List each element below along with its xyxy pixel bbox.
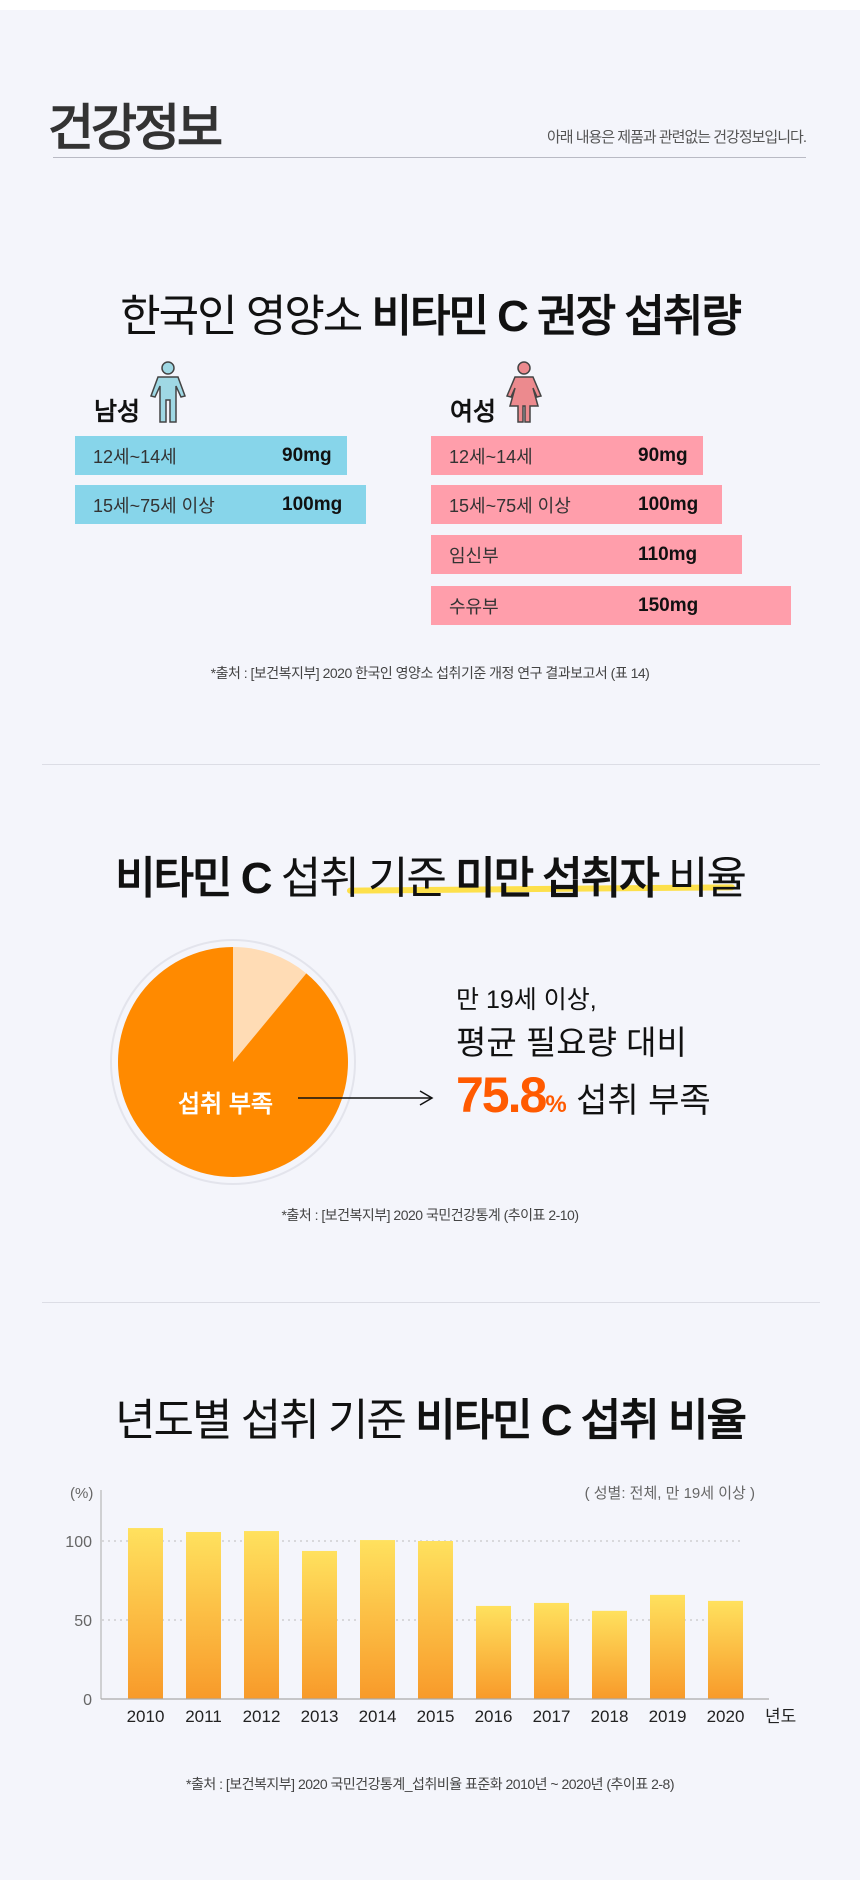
x-tick-label: 2017 <box>533 1707 571 1726</box>
source-1: *출처 : [보건복지부] 2020 한국인 영양소 섭취기준 개정 연구 결과… <box>210 665 650 681</box>
row-label: 15세~75세 이상 <box>449 495 571 516</box>
bar-2014 <box>360 1540 395 1699</box>
chart-note: ( 성별: 전체, 만 19세 이상 ) <box>585 1485 755 1502</box>
header-note: 아래 내용은 제품과 관련없는 건강정보입니다. <box>546 129 807 146</box>
male-icon <box>150 361 186 423</box>
row-label: 수유부 <box>449 596 499 617</box>
female-row: 임신부 110mg <box>431 535 742 574</box>
top-strip <box>0 0 860 10</box>
x-tick-label: 2015 <box>417 1707 455 1726</box>
female-label: 여성 <box>450 398 497 426</box>
bar-2013 <box>302 1550 337 1699</box>
bar-chart: 0 50 100 (%) ( 성별: 전체, 만 19세 이상 ) 2010 2011 201… <box>65 1485 796 1726</box>
x-tick-label: 2016 <box>475 1707 513 1726</box>
female-row: 수유부 150mg <box>431 586 791 625</box>
pie-caption-2: 평균 필요량 대비 <box>456 1024 687 1061</box>
bar-2018 <box>592 1610 627 1699</box>
row-value: 150mg <box>638 594 699 616</box>
bar-2017 <box>534 1602 569 1699</box>
title-bold: 비타민 C 섭취 비율 <box>415 1396 747 1445</box>
row-label: 15세~75세 이상 <box>93 495 215 516</box>
title-part: 섭취 기준 <box>280 854 456 903</box>
pie-caption-1: 만 19세 이상, <box>456 986 597 1014</box>
x-tick-label: 2020 <box>707 1707 745 1726</box>
section1-title: 한국인 영양소 비타민 C 권장 섭취량 <box>0 280 860 344</box>
source-3: *출처 : [보건복지부] 2020 국민건강통계_섭취비율 표준화 2010년… <box>186 1776 674 1792</box>
percent-sign: % <box>545 1091 567 1118</box>
source-2: *출처 : [보건복지부] 2020 국민건강통계 (추이표 2-10) <box>281 1207 579 1223</box>
y-tick-label: 50 <box>74 1613 92 1630</box>
x-tick-label: 2013 <box>301 1707 339 1726</box>
section2-title: 비타민 C 섭취 기준 미만 섭취자 비율 <box>0 842 860 906</box>
divider <box>42 764 820 765</box>
title-bold: 비타민 C 권장 섭취량 <box>371 292 742 341</box>
male-label: 남성 <box>94 398 141 426</box>
male-row: 12세~14세 90mg <box>75 436 347 475</box>
pie-slice <box>117 947 348 1177</box>
x-tick-label: 2011 <box>185 1707 222 1726</box>
caption-suffix: 섭취 부족 <box>566 1082 711 1120</box>
arrow-icon <box>298 1090 434 1106</box>
title-part: 미만 섭취자 <box>455 854 660 903</box>
deficiency-percent: 75.8 <box>456 1067 547 1123</box>
row-label: 임신부 <box>449 545 499 566</box>
title-light: 한국인 영양소 <box>120 292 372 341</box>
row-value: 90mg <box>282 444 332 466</box>
header-divider <box>53 157 806 158</box>
x-tick-label: 2019 <box>649 1707 687 1726</box>
row-value: 90mg <box>638 444 688 466</box>
title-part: 비율 <box>657 854 747 903</box>
bar-2010 <box>128 1528 163 1699</box>
x-tick-label: 2018 <box>591 1707 629 1726</box>
row-value: 110mg <box>638 543 698 565</box>
x-axis-label: 년도 <box>765 1707 796 1726</box>
row-label: 12세~14세 <box>449 446 533 467</box>
y-axis-label: (%) <box>70 1485 93 1502</box>
x-tick-label: 2014 <box>359 1707 397 1726</box>
bar-2019 <box>650 1594 685 1699</box>
female-row: 12세~14세 90mg <box>431 436 703 475</box>
row-label: 12세~14세 <box>93 446 177 467</box>
pie-slice-label: 섭취 부족 <box>178 1091 273 1118</box>
y-tick-label: 100 <box>65 1534 92 1551</box>
bar-2020 <box>708 1600 743 1699</box>
title-light: 년도별 섭취 기준 <box>115 1396 416 1445</box>
divider <box>42 1302 820 1303</box>
x-tick-label: 2012 <box>243 1707 281 1726</box>
row-value: 100mg <box>638 493 699 515</box>
pie-slice <box>233 947 307 1062</box>
pie-ring <box>110 939 356 1185</box>
bar-2015 <box>418 1541 453 1699</box>
title-part: 비타민 C <box>115 854 281 903</box>
bar-2012 <box>244 1531 279 1699</box>
section3-title: 년도별 섭취 기준 비타민 C 섭취 비율 <box>0 1384 860 1448</box>
female-row: 15세~75세 이상 100mg <box>431 485 722 524</box>
row-value: 100mg <box>282 493 343 515</box>
male-row: 15세~75세 이상 100mg <box>75 485 366 524</box>
bar-2016 <box>476 1605 511 1699</box>
pie-caption-3: 75.8% 섭취 부족 <box>456 1066 711 1124</box>
female-icon <box>505 361 543 423</box>
x-tick-label: 2010 <box>127 1707 165 1726</box>
y-tick-label: 0 <box>83 1692 92 1709</box>
pie-chart <box>110 939 356 1185</box>
header-title: 건강정보 <box>48 100 223 156</box>
bar-2011 <box>186 1531 221 1699</box>
